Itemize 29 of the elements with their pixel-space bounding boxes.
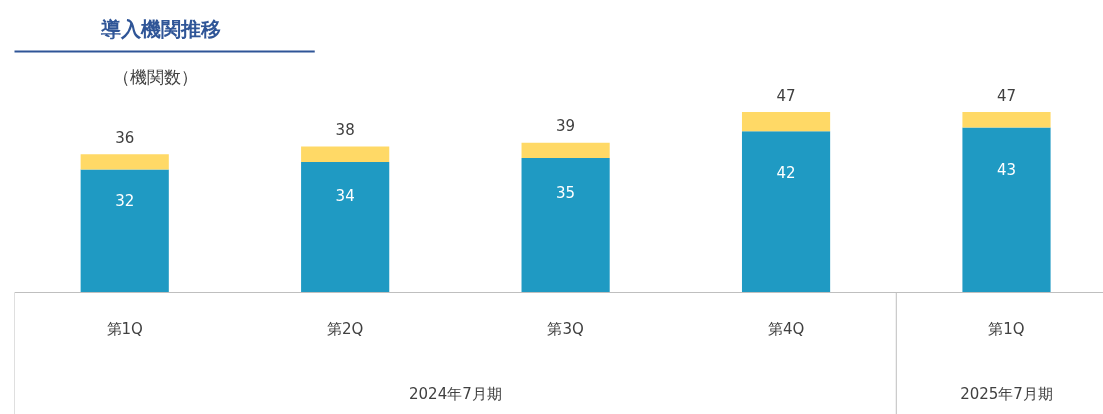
bar [741, 131, 831, 293]
bar [962, 127, 1051, 293]
total-label: 38 [335, 121, 355, 140]
bar [301, 161, 390, 293]
bar [80, 154, 169, 170]
bar [80, 169, 169, 293]
data-label: 42 [776, 163, 796, 182]
x-tick-label: 第3Q [547, 319, 584, 338]
total-label: 47 [776, 86, 796, 105]
data-label: 34 [335, 186, 355, 205]
data-label: 35 [556, 183, 576, 202]
text: 2024年7月期 [409, 384, 502, 403]
x-tick-label: 第1Q [988, 319, 1025, 338]
data-label: 32 [115, 192, 135, 211]
total-label: 39 [556, 117, 576, 136]
bar [521, 142, 610, 159]
x-tick-label: 第4Q [767, 319, 805, 338]
bar [521, 158, 610, 293]
bar [962, 112, 1051, 128]
bar [741, 112, 831, 132]
data-label: 43 [996, 160, 1017, 179]
text: 2025年7月期 [960, 384, 1053, 403]
total-label: 36 [115, 128, 135, 147]
total-label: 47 [996, 86, 1017, 105]
y-axis-title: （機関数） [113, 66, 198, 87]
x-tick-label: 第1Q [106, 319, 143, 338]
chart-title: 導入機関推移 [99, 16, 221, 41]
x-tick-label: 第2Q [326, 319, 364, 338]
bar [301, 146, 390, 162]
